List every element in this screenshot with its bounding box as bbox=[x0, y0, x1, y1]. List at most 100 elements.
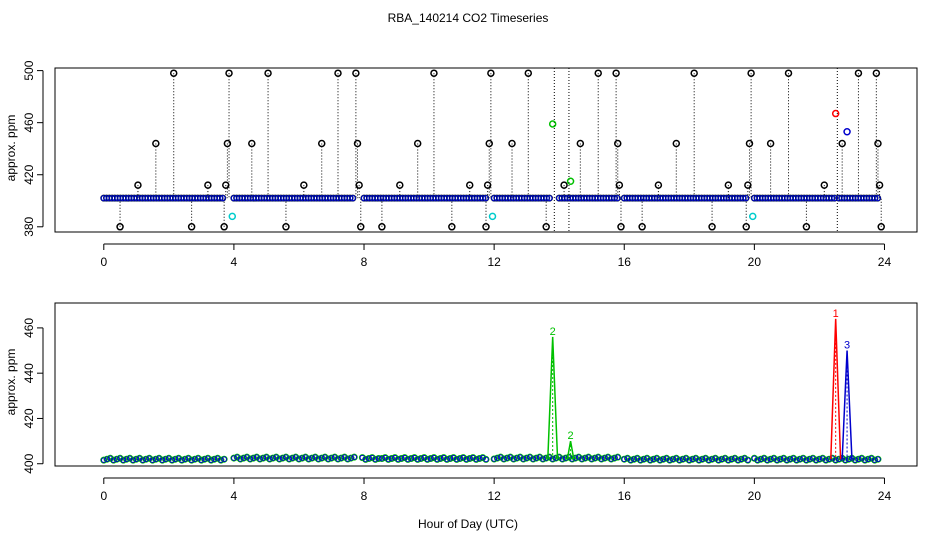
bottom-baseline-point-green bbox=[825, 455, 833, 463]
top-baseline-point-blue bbox=[482, 194, 489, 202]
top-baseline-point-blue bbox=[611, 194, 618, 202]
bottom-baseline-point-green bbox=[217, 456, 225, 464]
bottom-baseline-point-blue bbox=[813, 457, 819, 463]
bottom-baseline-point-blue bbox=[842, 457, 849, 463]
bottom-baseline-point-green bbox=[446, 455, 454, 463]
bottom-baseline-point-green bbox=[113, 455, 121, 463]
top-baseline-point-blue bbox=[479, 194, 487, 202]
bottom-baseline-point-green bbox=[210, 455, 218, 463]
bottom-baseline-point-blue bbox=[719, 456, 725, 463]
bottom-baseline-point-blue bbox=[514, 455, 520, 461]
bottom-x-tick-label: 0 bbox=[100, 489, 107, 503]
top-data-point bbox=[690, 69, 698, 77]
bottom-baseline-point-blue bbox=[823, 457, 829, 463]
bottom-baseline-point-blue bbox=[453, 456, 460, 463]
bottom-baseline-point-green bbox=[503, 454, 511, 462]
top-panel: approx. ppm 0 4 8 12 16 20 24 380 420 460 500 bbox=[4, 60, 918, 269]
bottom-baseline-point-green bbox=[350, 453, 358, 461]
top-data-point bbox=[708, 223, 716, 231]
bottom-baseline-point-green bbox=[676, 456, 684, 464]
top-baseline-point-blue bbox=[614, 194, 621, 202]
bottom-baseline-point-blue bbox=[375, 455, 382, 462]
bottom-baseline-point-green bbox=[767, 455, 775, 463]
top-data-point bbox=[872, 69, 881, 77]
bottom-baseline-point-blue bbox=[309, 455, 315, 461]
bottom-baseline-point-green bbox=[436, 455, 444, 463]
bottom-baseline-point-green bbox=[510, 455, 518, 463]
bottom-baseline-point-blue bbox=[657, 457, 663, 463]
bottom-baseline-point-green bbox=[230, 454, 238, 462]
bottom-baseline-point-green bbox=[365, 455, 373, 463]
top-data-point bbox=[742, 223, 750, 231]
bottom-baseline-point-green bbox=[669, 455, 677, 463]
bottom-baseline-point-blue bbox=[650, 456, 657, 463]
bottom-baseline-point-green bbox=[142, 455, 150, 463]
top-data-point bbox=[353, 139, 362, 148]
bottom-baseline-point-green bbox=[324, 455, 332, 463]
bottom-peak-label: 3 bbox=[844, 340, 850, 352]
bottom-baseline-point-green bbox=[188, 456, 196, 464]
bottom-baseline-point-green bbox=[453, 455, 461, 463]
bottom-baseline-point-blue bbox=[457, 455, 463, 462]
bottom-baseline-point-blue bbox=[114, 456, 120, 463]
top-y-tick-label: 380 bbox=[22, 216, 36, 236]
bottom-baseline-point-green bbox=[796, 455, 804, 463]
top-data-point bbox=[225, 69, 233, 77]
bottom-baseline-point-green bbox=[191, 455, 199, 463]
top-data-point bbox=[875, 181, 884, 189]
bottom-x-tick-label: 24 bbox=[878, 489, 892, 503]
bottom-baseline-point-green bbox=[181, 455, 189, 463]
top-data-point bbox=[612, 69, 620, 77]
bottom-baseline-point-green bbox=[832, 456, 840, 464]
top-baseline-point-blue bbox=[874, 194, 881, 202]
bottom-baseline-point-blue bbox=[637, 457, 644, 463]
bottom-baseline-point-green bbox=[423, 455, 431, 463]
bottom-baseline-point-blue bbox=[666, 457, 673, 463]
top-y-tick-label: 500 bbox=[22, 60, 36, 80]
bottom-baseline-point-green bbox=[314, 455, 322, 463]
top-baseline-point-blue bbox=[739, 194, 747, 202]
bottom-baseline-point-green bbox=[129, 456, 137, 464]
bottom-baseline-point-green bbox=[581, 454, 589, 462]
bottom-baseline-point-blue bbox=[865, 456, 872, 463]
bottom-baseline-point-green bbox=[737, 455, 745, 463]
bottom-baseline-point-green bbox=[279, 454, 287, 462]
top-y-axis-label: approx. ppm bbox=[4, 115, 18, 182]
bottom-baseline-point-green bbox=[337, 454, 345, 462]
top-data-point bbox=[724, 181, 733, 189]
bottom-baseline-point-blue bbox=[832, 457, 839, 463]
bottom-baseline-point-blue bbox=[424, 456, 431, 463]
bottom-baseline-point-blue bbox=[533, 455, 540, 461]
bottom-baseline-point-green bbox=[139, 456, 147, 464]
top-data-point bbox=[413, 139, 422, 148]
bottom-baseline-point-green bbox=[344, 455, 352, 463]
bottom-baseline-point-blue bbox=[427, 455, 434, 462]
bottom-baseline-point-blue bbox=[686, 457, 693, 463]
top-data-point bbox=[169, 69, 178, 77]
bottom-baseline-point-green bbox=[659, 455, 667, 463]
bottom-baseline-point-blue bbox=[679, 456, 686, 463]
bottom-baseline-point-blue bbox=[640, 456, 647, 463]
bottom-baseline-point-green bbox=[259, 454, 267, 462]
top-baseline-point-blue bbox=[219, 194, 226, 202]
top-data-point bbox=[874, 139, 882, 148]
top-data-point bbox=[560, 181, 568, 189]
bottom-baseline-point-green bbox=[776, 455, 784, 463]
bottom-baseline-point-green bbox=[482, 455, 490, 463]
bottom-baseline-point-green bbox=[614, 453, 622, 461]
top-plot-frame bbox=[54, 67, 918, 233]
bottom-baseline-point-green bbox=[201, 455, 209, 463]
bottom-baseline-point-blue bbox=[405, 456, 411, 463]
bottom-baseline-point-blue bbox=[104, 456, 110, 463]
top-colored-point bbox=[843, 128, 851, 136]
bottom-baseline-point-blue bbox=[803, 457, 810, 463]
bottom-x-tick-label: 20 bbox=[748, 489, 762, 503]
bottom-baseline-point-green bbox=[266, 455, 274, 463]
bottom-baseline-point-blue bbox=[855, 456, 862, 463]
bottom-baseline-point-blue bbox=[344, 456, 351, 462]
bottom-baseline-point-green bbox=[493, 454, 501, 462]
bottom-baseline-point-blue bbox=[237, 456, 244, 462]
top-data-point bbox=[617, 223, 625, 231]
bottom-baseline-point-blue bbox=[133, 456, 140, 463]
bottom-baseline-point-blue bbox=[279, 455, 286, 461]
